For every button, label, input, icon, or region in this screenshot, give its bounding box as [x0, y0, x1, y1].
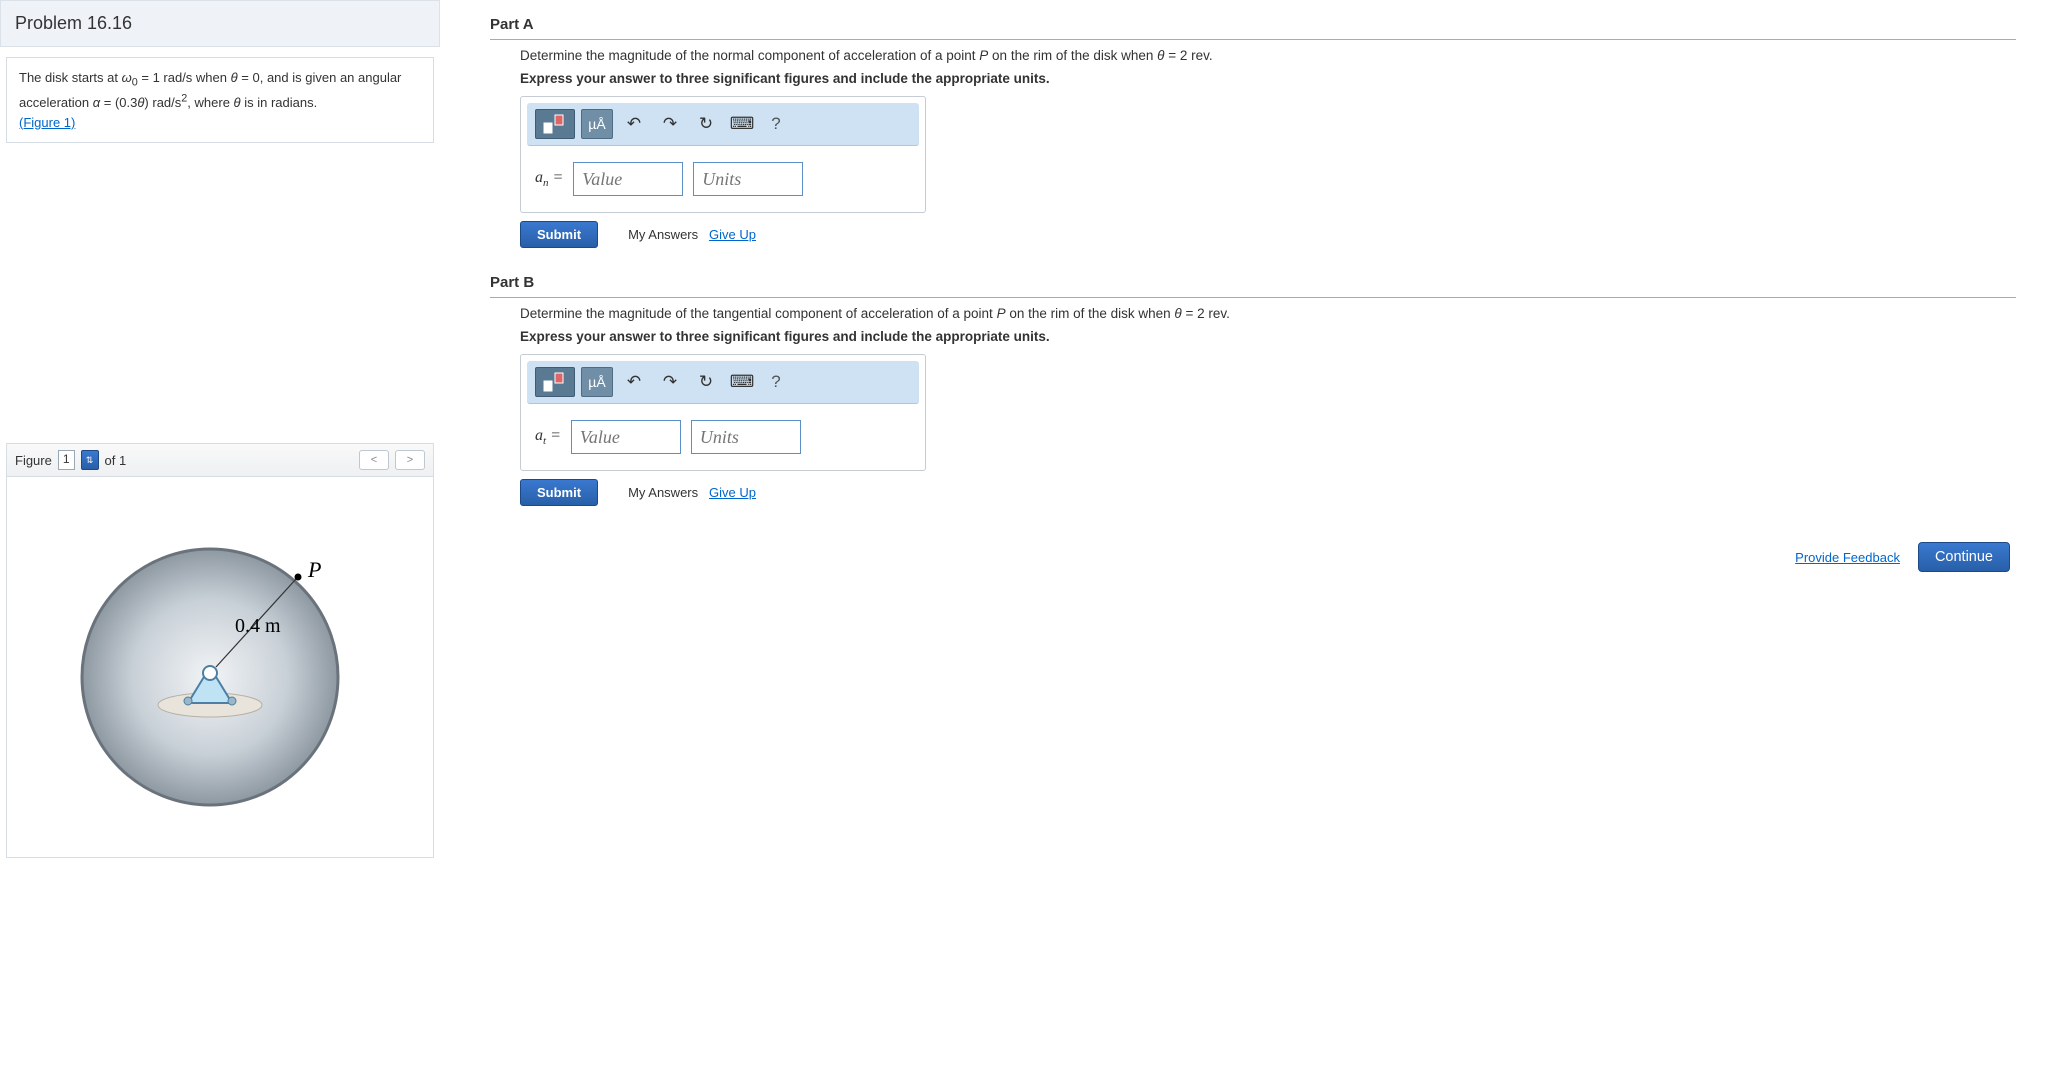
figure-label: Figure	[15, 453, 52, 468]
figure-link[interactable]: (Figure 1)	[19, 115, 75, 130]
part-a-my-answers: My Answers	[628, 227, 698, 242]
help-icon[interactable]: ?	[763, 369, 789, 395]
part-a-units-input[interactable]	[693, 162, 803, 196]
part-b-answer-box: µÅ ↶ ↷ ↻ ⌨ ? at =	[520, 354, 926, 471]
keyboard-icon[interactable]: ⌨	[727, 109, 757, 139]
figure-number: 1	[58, 450, 75, 470]
part-a-submit-button[interactable]: Submit	[520, 221, 598, 248]
part-a-instruction: Express your answer to three significant…	[520, 71, 2016, 86]
part-a: Part A Determine the magnitude of the no…	[490, 10, 2016, 254]
figure-stepper-icon[interactable]: ⇅	[81, 450, 99, 470]
part-a-give-up-link[interactable]: Give Up	[709, 227, 756, 242]
part-a-title: Part A	[490, 10, 2016, 40]
templates-icon[interactable]	[535, 367, 575, 397]
part-b-prompt: Determine the magnitude of the tangentia…	[520, 306, 2016, 321]
reset-icon[interactable]: ↻	[691, 367, 721, 397]
figure-radius-label: 0.4 m	[235, 615, 281, 637]
figure-next-button[interactable]: >	[395, 450, 425, 470]
undo-icon[interactable]: ↶	[619, 367, 649, 397]
redo-icon[interactable]: ↷	[655, 367, 685, 397]
help-icon[interactable]: ?	[763, 111, 789, 137]
part-b-give-up-link[interactable]: Give Up	[709, 485, 756, 500]
undo-icon[interactable]: ↶	[619, 109, 649, 139]
part-b-my-answers: My Answers	[628, 485, 698, 500]
figure-panel: Figure 1 ⇅ of 1 < > P	[6, 443, 434, 858]
part-a-symbol: an =	[535, 169, 563, 189]
figure-disk: P 0.4 m	[70, 517, 370, 817]
redo-icon[interactable]: ↷	[655, 109, 685, 139]
figure-prev-button[interactable]: <	[359, 450, 389, 470]
part-a-prompt: Determine the magnitude of the normal co…	[520, 48, 2016, 63]
units-symbol-button[interactable]: µÅ	[581, 109, 613, 139]
part-b-title: Part B	[490, 268, 2016, 298]
continue-button[interactable]: Continue	[1918, 542, 2010, 572]
part-a-answer-box: µÅ ↶ ↷ ↻ ⌨ ? an =	[520, 96, 926, 213]
part-b-units-input[interactable]	[691, 420, 801, 454]
templates-icon[interactable]	[535, 109, 575, 139]
part-a-value-input[interactable]	[573, 162, 683, 196]
part-b-symbol: at =	[535, 427, 561, 447]
units-symbol-button[interactable]: µÅ	[581, 367, 613, 397]
problem-title: Problem 16.16	[0, 0, 440, 47]
problem-description: The disk starts at ω0 = 1 rad/s when θ =…	[6, 57, 434, 143]
part-b-submit-button[interactable]: Submit	[520, 479, 598, 506]
part-b-instruction: Express your answer to three significant…	[520, 329, 2016, 344]
part-b: Part B Determine the magnitude of the ta…	[490, 268, 2016, 512]
provide-feedback-link[interactable]: Provide Feedback	[1795, 550, 1900, 565]
figure-total: of 1	[105, 453, 127, 468]
figure-point-label: P	[307, 557, 321, 582]
part-b-value-input[interactable]	[571, 420, 681, 454]
problem-desc-text: The disk starts at ω0 = 1 rad/s when θ =…	[19, 70, 401, 110]
keyboard-icon[interactable]: ⌨	[727, 367, 757, 397]
reset-icon[interactable]: ↻	[691, 109, 721, 139]
